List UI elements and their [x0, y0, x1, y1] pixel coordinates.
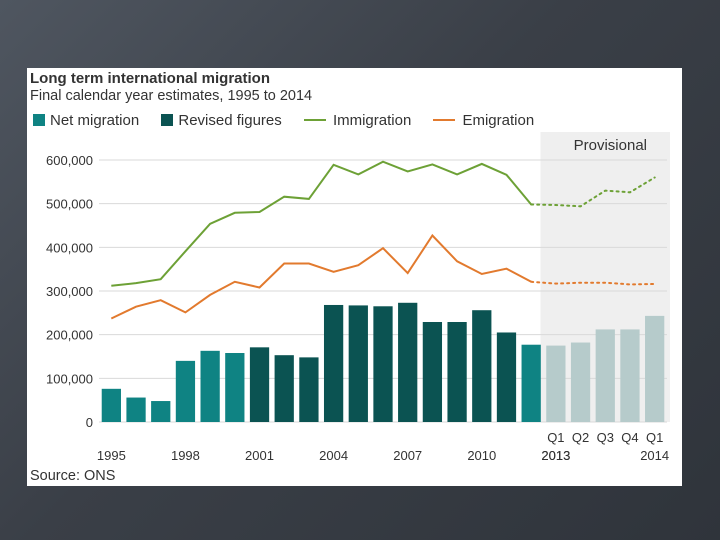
legend-label-revised: Revised figures: [178, 112, 282, 129]
legend-label-immigration: Immigration: [332, 112, 412, 129]
provisional-label: Provisional: [574, 137, 647, 154]
bar-1995: [101, 388, 121, 422]
bar-2014-Q1: [645, 315, 665, 422]
bar-1997: [151, 401, 171, 422]
bar-2003: [299, 357, 319, 422]
x-tick-label: 2004: [319, 448, 348, 463]
x-tick-label: 2001: [245, 448, 274, 463]
x-quarter-label: Q1: [646, 430, 663, 445]
chart-subtitle: Final calendar year estimates, 1995 to 2…: [30, 88, 313, 104]
y-tick-label: 0: [86, 415, 93, 430]
x-tick-label: 1998: [171, 448, 200, 463]
bar-2001: [249, 347, 270, 422]
x-quarter-label: Q4: [621, 430, 638, 445]
legend-label-emigration: Emigration: [462, 112, 535, 129]
chart-card: Long term international migration Final …: [27, 68, 682, 486]
emigration-provisional-line: [530, 280, 656, 286]
legend-swatch-revised: [161, 114, 174, 126]
y-tick-label: 100,000: [46, 371, 93, 386]
y-tick-label: 400,000: [46, 240, 93, 255]
bar-2002: [274, 355, 294, 422]
bar-2009: [447, 322, 467, 422]
x-quarter-label: Q1: [547, 430, 564, 445]
legend-item-immigration: Immigration: [303, 112, 412, 129]
bar-2005: [348, 305, 368, 422]
x-quarter-year-label: 2014: [640, 448, 669, 463]
bar-2011: [496, 332, 517, 422]
legend-item-emigration: Emigration: [433, 112, 534, 129]
chart-plot: Provisional 0 100,000 200,000 300,000 400,000…: [46, 132, 670, 463]
x-tick-label: 2007: [393, 448, 422, 463]
x-quarter-label: Q3: [597, 430, 614, 445]
legend-item-revised: Revised figures: [161, 112, 282, 129]
x-tick-label: 1995: [97, 448, 126, 463]
immigration-provisional-line: [530, 176, 656, 208]
bar-2006: [373, 306, 393, 422]
chart-title: Long term international migration: [30, 70, 271, 87]
immigration-line: [111, 160, 532, 287]
x-quarter-label: Q2: [572, 430, 589, 445]
y-tick-label: 500,000: [46, 197, 93, 212]
y-tick-label: 600,000: [46, 153, 93, 168]
bar-2008: [422, 322, 443, 422]
bar-2007: [398, 302, 418, 422]
legend-swatch-immigration: [303, 119, 326, 121]
bar-2013-Q4: [620, 329, 640, 422]
legend-swatch-emigration: [433, 119, 456, 121]
bar-1998: [175, 360, 196, 422]
chart-source: Source: ONS: [30, 468, 116, 484]
bar-2013-Q1: [546, 345, 566, 422]
legend-label-net: Net migration: [50, 112, 140, 129]
bar-1999: [200, 350, 220, 422]
legend-swatch-net: [33, 114, 45, 126]
x-quarter-year-label: 2013: [541, 448, 570, 463]
bar-2004: [323, 304, 344, 422]
emigration-line: [110, 233, 532, 320]
y-tick-label: 300,000: [46, 284, 93, 299]
y-tick-label: 200,000: [46, 328, 93, 343]
bar-1996: [126, 397, 146, 422]
bar-2010: [472, 310, 492, 422]
bar-2000: [225, 353, 245, 422]
bar-2012: [521, 344, 541, 422]
x-tick-label: 2010: [467, 448, 496, 463]
bar-2013-Q3: [595, 329, 615, 422]
legend-item-net-migration: Net migration: [33, 112, 139, 129]
bar-2013-Q2: [570, 342, 591, 422]
x-tick-label: 2013: [541, 448, 570, 463]
chart-legend: Net migration Revised figures Immigratio…: [33, 112, 552, 129]
